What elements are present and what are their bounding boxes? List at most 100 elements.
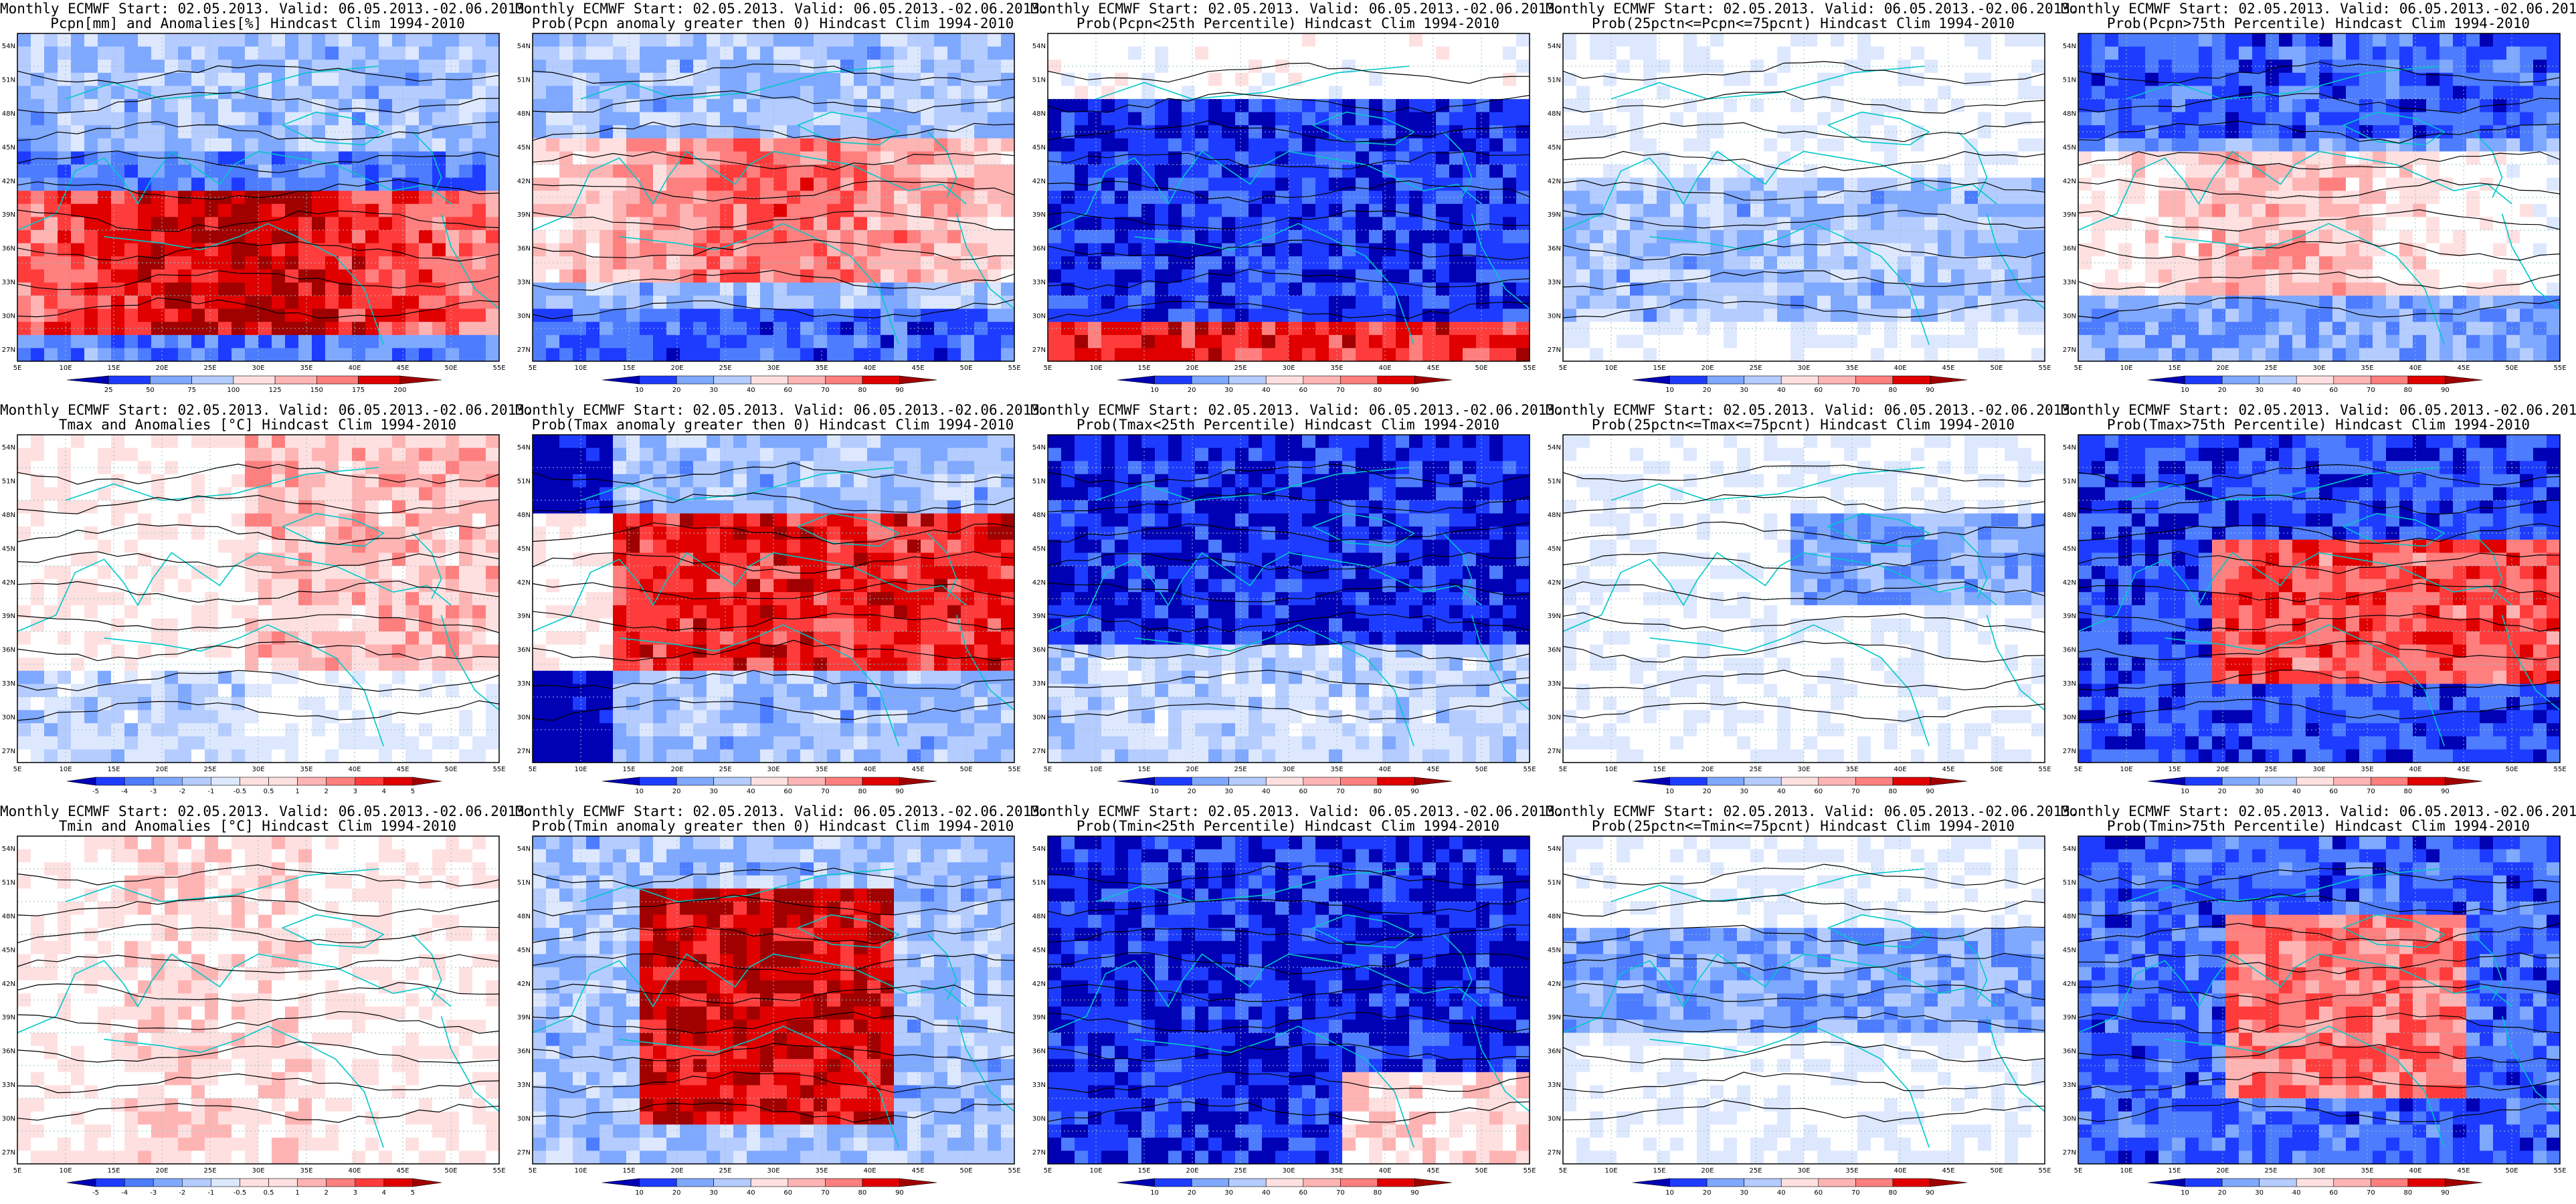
map-panel-tmax-anomaly: Monthly ECMWF Start: 02.05.2013. Valid: … — [0, 401, 533, 803]
lon-tick-label: 45E — [1942, 766, 1954, 773]
lat-tick-label: 48N — [2, 110, 15, 118]
lon-tick-label: 40E — [2409, 365, 2421, 372]
panel-title-line2: Prob(Tmin anomaly greater then 0) Hindca… — [531, 818, 1014, 834]
lat-tick-label: 48N — [1032, 913, 1046, 920]
map-panel-precipitation-prob_above_75: Monthly ECMWF Start: 02.05.2013. Valid: … — [2061, 0, 2576, 401]
panel-title-line1: Monthly ECMWF Start: 02.05.2013. Valid: … — [0, 1, 533, 17]
colorbar-tick-label: 10 — [1150, 1189, 1159, 1197]
colorbar-tick-label: 1 — [295, 1189, 299, 1197]
lat-tick-label: 48N — [517, 110, 531, 118]
lat-tick-label: 45N — [2, 144, 15, 151]
lat-tick-label: 54N — [2063, 845, 2076, 853]
panel-title-line1: Monthly ECMWF Start: 02.05.2013. Valid: … — [0, 402, 533, 418]
colorbar-tick-label: 10 — [2181, 788, 2189, 795]
lon-tick-label: 40E — [348, 766, 361, 773]
lat-tick-label: 27N — [1548, 748, 1561, 755]
shaded-field — [1563, 435, 2045, 763]
graticule — [2078, 836, 2560, 1164]
colorbar-tick-label: 40 — [1777, 1189, 1786, 1197]
contour-lines — [1562, 464, 2045, 722]
lat-tick-label: 27N — [517, 346, 531, 354]
lat-tick-label: 51N — [1032, 76, 1046, 84]
map-panel-tmax-prob_below_25: Monthly ECMWF Start: 02.05.2013. Valid: … — [1030, 401, 1564, 803]
map-panel-tmin-anomaly: Monthly ECMWF Start: 02.05.2013. Valid: … — [0, 803, 533, 1204]
lat-tick-label: 33N — [1548, 680, 1561, 688]
lat-tick-label: 39N — [2, 1014, 15, 1021]
colorbar-tick-label: 10 — [2181, 1189, 2189, 1197]
map-canvas: 54N 51N 48N 45N 42N 39N 36N 33N 30N 27N 5E 10E 15E 20… — [2063, 33, 2567, 394]
colorbar-tick-label: 20 — [1703, 788, 1712, 795]
colorbar-tick-label: 80 — [858, 788, 867, 795]
lon-tick-label: 50E — [1475, 365, 1487, 372]
colorbar-tick-label: 125 — [269, 387, 282, 394]
colorbar-tick-label: -5 — [92, 1189, 99, 1197]
lon-tick-label: 20E — [155, 365, 168, 372]
lon-tick-label: 40E — [348, 1167, 361, 1175]
lon-tick-label: 55E — [2038, 766, 2051, 773]
lon-tick-label: 40E — [1378, 766, 1391, 773]
lat-tick-label: 36N — [1032, 647, 1046, 654]
lat-tick-label: 30N — [517, 1116, 531, 1123]
lon-tick-label: 5E — [2074, 766, 2083, 773]
lon-tick-label: 25E — [719, 1167, 731, 1175]
lon-tick-label: 15E — [622, 766, 635, 773]
lat-tick-label: 39N — [2, 211, 15, 219]
contour-lines — [1562, 864, 2045, 1122]
colorbar: 10 20 30 40 60 70 80 90 — [2147, 375, 2483, 394]
lon-tick-label: 10E — [59, 766, 72, 773]
lat-tick-label: 30N — [2, 1116, 15, 1123]
lon-tick-label: 55E — [492, 365, 505, 372]
lon-tick-label: 35E — [815, 1167, 828, 1175]
coastlines — [1047, 868, 1530, 1148]
lon-tick-label: 35E — [2361, 1167, 2373, 1175]
lon-tick-label: 40E — [863, 365, 876, 372]
colorbar: -5 -4 -3 -2 -1 -0.5 0.5 1 2 3 4 5 — [66, 777, 442, 795]
map-canvas: 54N 51N 48N 45N 42N 39N 36N 33N 30N 27N 5E 10E 15E 20… — [2063, 835, 2567, 1197]
lat-tick-label: 30N — [517, 313, 531, 320]
colorbar-tick-label: 80 — [1374, 788, 1382, 795]
lon-tick-label: 10E — [2120, 365, 2132, 372]
lat-tick-label: 39N — [2063, 1014, 2076, 1021]
lon-tick-label: 15E — [2168, 1167, 2181, 1175]
colorbar-tick-label: 90 — [895, 387, 904, 394]
colorbar-tick-label: 60 — [1814, 1189, 1823, 1197]
lon-tick-label: 50E — [2505, 766, 2518, 773]
lon-tick-label: 25E — [1749, 1167, 1762, 1175]
lat-tick-label: 51N — [2, 478, 15, 485]
graticule — [1563, 435, 2045, 763]
panel-title-line2: Prob(Pcpn anomaly greater then 0) Hindca… — [531, 15, 1014, 31]
lon-tick-label: 15E — [2168, 365, 2181, 372]
lon-tick-label: 55E — [2038, 365, 2051, 372]
graticule — [17, 33, 499, 361]
lon-tick-label: 40E — [1378, 365, 1391, 372]
coastlines — [532, 868, 1015, 1148]
graticule — [2078, 33, 2560, 361]
map-canvas: 54N 51N 48N 45N 42N 39N 36N 33N 30N 27N 5E 10E 15E 20… — [1548, 835, 2051, 1197]
lat-tick-label: 51N — [2063, 879, 2076, 886]
lon-tick-label: 25E — [203, 766, 216, 773]
lat-tick-label: 33N — [1032, 1082, 1046, 1089]
colorbar-tick-label: 10 — [635, 1189, 644, 1197]
coastlines — [2078, 467, 2561, 746]
lat-tick-label: 51N — [2, 76, 15, 84]
map-panel-tmin-prob_middle: Monthly ECMWF Start: 02.05.2013. Valid: … — [1546, 803, 2079, 1204]
shaded-field — [1563, 33, 2045, 362]
lat-tick-label: 27N — [2063, 748, 2076, 755]
map-frame — [17, 835, 500, 1165]
panel-title-line2: Prob(25pctn<=Tmax<=75pcnt) Hindcast Clim… — [1591, 417, 2015, 433]
panel-title-line1: Monthly ECMWF Start: 02.05.2013. Valid: … — [1546, 402, 2079, 418]
lat-tick-label: 33N — [1032, 680, 1046, 688]
lon-tick-label: 5E — [529, 766, 537, 773]
colorbar-tick-label: 60 — [2329, 1189, 2338, 1197]
contour-lines — [17, 864, 500, 1123]
contour-lines — [1047, 865, 1530, 1123]
colorbar-tick-label: 150 — [310, 387, 323, 394]
lon-tick-label: 25E — [2264, 766, 2277, 773]
lon-tick-label: 30E — [1282, 766, 1295, 773]
colorbar-tick-label: 80 — [1374, 1189, 1382, 1197]
colorbar: 10 20 30 40 60 70 80 90 — [602, 375, 937, 394]
map-frame — [2078, 33, 2561, 362]
lat-tick-label: 30N — [1032, 714, 1046, 722]
lon-tick-label: 45E — [911, 766, 924, 773]
lat-tick-label: 39N — [1032, 1014, 1046, 1021]
